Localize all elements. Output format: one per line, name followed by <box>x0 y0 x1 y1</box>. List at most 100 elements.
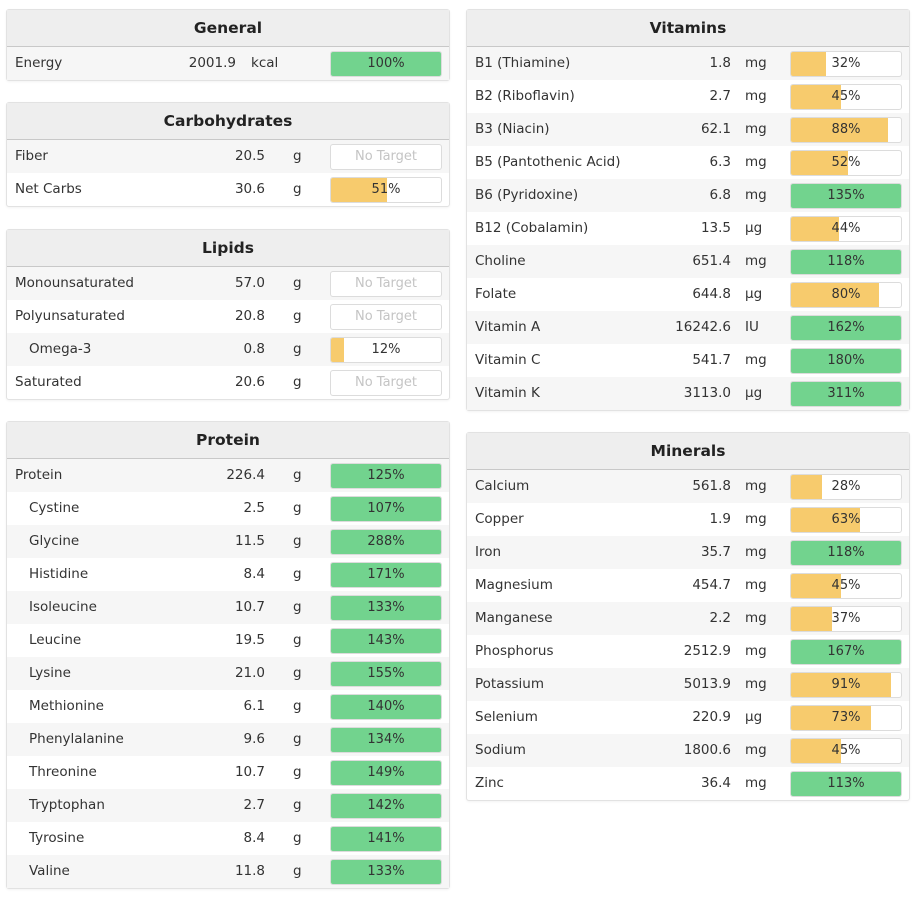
nutrient-unit: mg <box>745 88 767 104</box>
nutrient-row[interactable]: Phenylalanine 9.6 g 134% <box>7 723 449 756</box>
nutrient-name: Manganese <box>475 610 553 626</box>
progress-fill <box>791 217 840 241</box>
nutrient-amount: 2.7 <box>243 797 265 813</box>
nutrient-amount: 11.5 <box>234 533 265 549</box>
nutrient-unit: g <box>293 181 302 197</box>
nutrient-row[interactable]: Choline 651.4 mg 118% <box>467 245 909 278</box>
progress-label: 52% <box>831 155 861 170</box>
nutrient-row[interactable]: Cystine 2.5 g 107% <box>7 492 449 525</box>
nutrient-row[interactable]: Iron 35.7 mg 118% <box>467 536 909 569</box>
nutrient-row[interactable]: Potassium 5013.9 mg 91% <box>467 668 909 701</box>
nutrient-amount: 19.5 <box>234 632 265 648</box>
nutrient-unit: mg <box>745 775 767 791</box>
nutrient-unit: mg <box>745 253 767 269</box>
nutrient-row[interactable]: Leucine 19.5 g 143% <box>7 624 449 657</box>
nutrient-row[interactable]: Vitamin C 541.7 mg 180% <box>467 344 909 377</box>
nutrient-name: B3 (Niacin) <box>475 121 550 137</box>
progress-fill <box>331 530 441 554</box>
progress-fill <box>331 761 441 785</box>
progress-fill <box>791 184 901 208</box>
nutrient-row[interactable]: Fiber 20.5 g No Target <box>7 140 449 173</box>
nutrient-row[interactable]: Tyrosine 8.4 g 141% <box>7 822 449 855</box>
nutrient-row[interactable]: Omega-3 0.8 g 12% <box>7 333 449 366</box>
nutrient-row[interactable]: Methionine 6.1 g 140% <box>7 690 449 723</box>
nutrient-row[interactable]: B12 (Cobalamin) 13.5 µg 44% <box>467 212 909 245</box>
nutrient-row[interactable]: Monounsaturated 57.0 g No Target <box>7 267 449 300</box>
nutrient-row[interactable]: Magnesium 454.7 mg 45% <box>467 569 909 602</box>
progress-label: 118% <box>827 545 865 560</box>
nutrient-row[interactable]: B1 (Thiamine) 1.8 mg 32% <box>467 47 909 80</box>
nutrient-row[interactable]: Polyunsaturated 20.8 g No Target <box>7 300 449 333</box>
target-progress-bar: 113% <box>790 771 902 797</box>
nutrient-row[interactable]: Saturated 20.6 g No Target <box>7 366 449 399</box>
nutrient-row[interactable]: Vitamin K 3113.0 µg 311% <box>467 377 909 410</box>
nutrient-amount: 6.8 <box>709 187 731 203</box>
nutrient-row[interactable]: Isoleucine 10.7 g 133% <box>7 591 449 624</box>
nutrient-row[interactable]: Threonine 10.7 g 149% <box>7 756 449 789</box>
nutrient-amount: 2.2 <box>709 610 731 626</box>
target-progress-bar: 288% <box>330 529 442 555</box>
nutrient-amount: 644.8 <box>692 286 731 302</box>
nutrient-unit: g <box>293 764 302 780</box>
nutrient-unit: mg <box>745 742 767 758</box>
panel-title: Vitamins <box>467 10 909 47</box>
nutrient-row[interactable]: Valine 11.8 g 133% <box>7 855 449 888</box>
nutrient-amount: 9.6 <box>243 731 265 747</box>
nutrient-name: Leucine <box>29 632 82 648</box>
nutrient-row[interactable]: Histidine 8.4 g 171% <box>7 558 449 591</box>
progress-label: 44% <box>831 221 861 236</box>
nutrient-row[interactable]: Lysine 21.0 g 155% <box>7 657 449 690</box>
nutrient-name: Monounsaturated <box>15 275 134 291</box>
nutrient-name: Vitamin A <box>475 319 541 335</box>
nutrient-unit: mg <box>745 478 767 494</box>
progress-label: 45% <box>831 743 861 758</box>
nutrient-row[interactable]: B5 (Pantothenic Acid) 6.3 mg 52% <box>467 146 909 179</box>
nutrient-row[interactable]: B6 (Pyridoxine) 6.8 mg 135% <box>467 179 909 212</box>
progress-fill <box>791 772 901 796</box>
nutrient-amount: 2512.9 <box>683 643 731 659</box>
nutrient-row[interactable]: Selenium 220.9 µg 73% <box>467 701 909 734</box>
progress-fill <box>331 827 441 851</box>
nutrient-unit: g <box>293 374 302 390</box>
panel-general: General Energy 2001.9 kcal 100% <box>6 9 450 81</box>
target-progress-bar: 149% <box>330 760 442 786</box>
nutrient-name: Energy <box>15 55 63 71</box>
target-progress-bar: 134% <box>330 727 442 753</box>
nutrient-row[interactable]: Copper 1.9 mg 63% <box>467 503 909 536</box>
progress-label: 162% <box>827 320 865 335</box>
target-progress-bar: 45% <box>790 84 902 110</box>
nutrient-unit: mg <box>745 544 767 560</box>
nutrient-row[interactable]: Protein 226.4 g 125% <box>7 459 449 492</box>
nutrient-row[interactable]: B3 (Niacin) 62.1 mg 88% <box>467 113 909 146</box>
progress-fill <box>791 475 822 499</box>
progress-label: No Target <box>354 149 418 164</box>
nutrient-row[interactable]: Manganese 2.2 mg 37% <box>467 602 909 635</box>
nutrient-row[interactable]: Vitamin A 16242.6 IU 162% <box>467 311 909 344</box>
progress-label: 12% <box>371 342 401 357</box>
nutrient-name: Valine <box>29 863 70 879</box>
nutrient-row[interactable]: Energy 2001.9 kcal 100% <box>7 47 449 80</box>
panel-protein: Protein Protein 226.4 g 125% Cystine 2.5 g 107% G… <box>6 421 450 889</box>
nutrient-row[interactable]: B2 (Riboflavin) 2.7 mg 45% <box>467 80 909 113</box>
nutrient-row[interactable]: Phosphorus 2512.9 mg 167% <box>467 635 909 668</box>
nutrient-row[interactable]: Folate 644.8 µg 80% <box>467 278 909 311</box>
nutrient-unit: mg <box>745 577 767 593</box>
nutrient-row[interactable]: Sodium 1800.6 mg 45% <box>467 734 909 767</box>
panel-rows: Calcium 561.8 mg 28% Copper 1.9 mg 63% Iron 35.7 m… <box>467 470 909 800</box>
nutrient-amount: 6.1 <box>243 698 265 714</box>
nutrient-name: Magnesium <box>475 577 553 593</box>
nutrient-row[interactable]: Zinc 36.4 mg 113% <box>467 767 909 800</box>
nutrient-unit: mg <box>745 154 767 170</box>
nutrient-name: B1 (Thiamine) <box>475 55 571 71</box>
nutrient-row[interactable]: Net Carbs 30.6 g 51% <box>7 173 449 206</box>
nutrient-row[interactable]: Tryptophan 2.7 g 142% <box>7 789 449 822</box>
nutrient-unit: g <box>293 148 302 164</box>
progress-label: 63% <box>831 512 861 527</box>
nutrient-row[interactable]: Calcium 561.8 mg 28% <box>467 470 909 503</box>
panel-rows: B1 (Thiamine) 1.8 mg 32% B2 (Riboflavin) 2.7 m… <box>467 47 909 410</box>
nutrient-name: Glycine <box>29 533 80 549</box>
nutrient-row[interactable]: Glycine 11.5 g 288% <box>7 525 449 558</box>
progress-fill <box>791 640 901 664</box>
nutrient-unit: µg <box>745 286 763 302</box>
target-progress-bar: 133% <box>330 595 442 621</box>
